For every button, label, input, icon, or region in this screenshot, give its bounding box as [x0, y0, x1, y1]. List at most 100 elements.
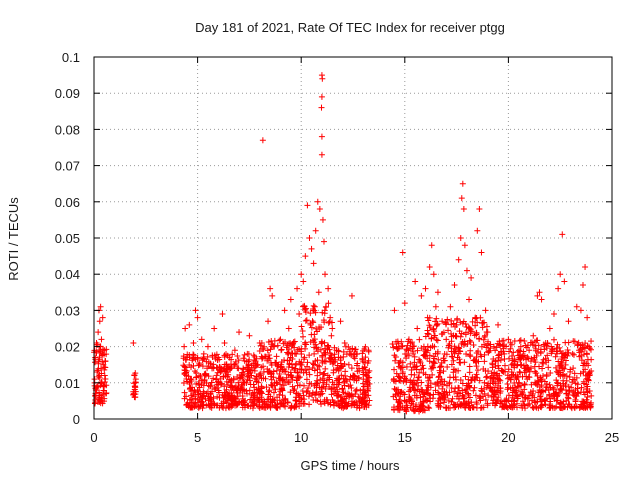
data-point: [558, 362, 565, 369]
data-point: [282, 378, 289, 385]
data-point: [358, 396, 365, 403]
data-point: [450, 320, 457, 327]
data-point: [440, 381, 447, 388]
data-point: [249, 367, 256, 374]
data-point: [186, 321, 193, 328]
data-point: [436, 369, 443, 376]
data-point: [196, 384, 203, 391]
data-point: [189, 357, 196, 364]
data-point: [193, 373, 200, 380]
data-point: [550, 393, 557, 400]
data-point: [547, 369, 554, 376]
data-point: [361, 363, 368, 370]
data-point: [583, 375, 590, 382]
data-point: [195, 391, 202, 398]
data-point: [336, 403, 343, 410]
data-point: [183, 372, 190, 379]
data-point: [528, 381, 535, 388]
data-point: [537, 346, 544, 353]
data-point: [299, 303, 306, 310]
data-point: [518, 361, 525, 368]
data-point: [435, 356, 442, 363]
data-point: [94, 383, 101, 390]
data-point: [560, 398, 567, 405]
data-point: [287, 354, 294, 361]
data-point: [574, 385, 581, 392]
data-point: [247, 403, 254, 410]
data-point: [536, 289, 543, 296]
data-point: [309, 318, 316, 325]
data-point: [501, 350, 508, 357]
data-point: [229, 401, 236, 408]
data-point: [213, 376, 220, 383]
data-point: [324, 343, 331, 350]
data-point: [451, 404, 458, 411]
data-point: [440, 368, 447, 375]
data-point: [521, 381, 528, 388]
data-point: [571, 338, 578, 345]
data-point: [318, 338, 325, 345]
data-point: [540, 360, 547, 367]
data-point: [433, 321, 440, 328]
data-point: [561, 404, 568, 411]
data-point: [95, 329, 102, 336]
data-point: [402, 398, 409, 405]
data-point: [459, 380, 466, 387]
data-point: [571, 370, 578, 377]
data-point: [280, 340, 287, 347]
data-point: [563, 390, 570, 397]
data-point: [303, 389, 310, 396]
data-point: [314, 198, 321, 205]
data-point: [250, 360, 257, 367]
data-point: [99, 314, 106, 321]
data-point: [583, 403, 590, 410]
data-point: [573, 403, 580, 410]
data-point: [439, 390, 446, 397]
data-point: [365, 357, 372, 364]
data-point: [534, 373, 541, 380]
data-point: [316, 369, 323, 376]
x-tick-label: 5: [194, 430, 201, 445]
data-point: [511, 358, 518, 365]
data-point: [202, 372, 209, 379]
data-point: [468, 377, 474, 384]
data-point: [272, 401, 279, 408]
data-point: [533, 352, 540, 359]
data-point: [508, 353, 515, 360]
data-point: [570, 392, 577, 399]
y-tick-label: 0.09: [55, 86, 80, 101]
data-point: [320, 370, 327, 377]
data-point: [521, 386, 528, 393]
data-point: [181, 343, 188, 350]
data-point: [397, 388, 404, 395]
data-point: [526, 400, 533, 407]
data-point: [389, 341, 396, 348]
data-point: [331, 358, 338, 365]
data-point: [472, 322, 479, 329]
x-tick-label: 20: [501, 430, 515, 445]
data-point: [335, 376, 342, 383]
data-point: [240, 371, 247, 378]
data-point: [187, 404, 194, 411]
data-point: [474, 227, 481, 234]
data-point: [536, 363, 543, 370]
x-tick-label: 0: [90, 430, 97, 445]
data-point: [491, 384, 498, 391]
data-point: [328, 386, 335, 393]
data-point: [284, 398, 291, 405]
data-point: [131, 394, 138, 401]
data-point: [504, 380, 511, 387]
data-point: [464, 341, 471, 348]
data-point: [476, 206, 483, 213]
data-point: [333, 384, 340, 391]
data-point: [392, 357, 399, 364]
data-point: [463, 324, 470, 331]
data-point: [291, 344, 298, 351]
data-point: [244, 350, 251, 357]
data-point: [221, 383, 228, 390]
data-point: [322, 385, 329, 392]
data-point: [433, 336, 440, 343]
data-point: [565, 349, 572, 356]
data-point: [366, 367, 373, 374]
data-point: [406, 388, 413, 395]
